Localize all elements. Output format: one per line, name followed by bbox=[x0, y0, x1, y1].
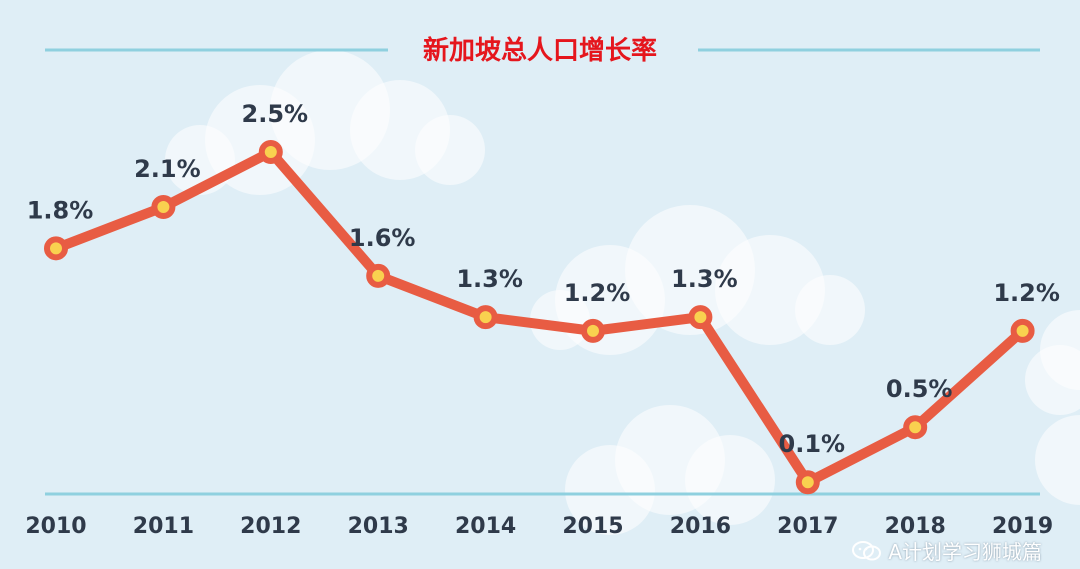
data-point-2014 bbox=[473, 305, 498, 330]
x-tick-label-2015: 2015 bbox=[562, 514, 623, 539]
x-tick-label-2019: 2019 bbox=[992, 514, 1053, 539]
cloud-4 bbox=[1025, 310, 1080, 415]
x-tick-label-2018: 2018 bbox=[885, 514, 946, 539]
data-point-2011 bbox=[151, 195, 176, 220]
chart-title: 新加坡总人口增长率 bbox=[423, 35, 657, 66]
data-labels-group: 1.8% 2.1% 2.5% 1.6% 1.3% 1.2% 1.3% 0.1% 0.5% 1.2% bbox=[27, 100, 1060, 458]
series-line bbox=[51, 147, 1028, 488]
x-tick-label-2012: 2012 bbox=[240, 514, 301, 539]
x-tick-label-2011: 2011 bbox=[133, 514, 194, 539]
data-label-2013: 1.6% bbox=[349, 224, 416, 252]
data-label-2016: 1.3% bbox=[671, 265, 738, 293]
data-label-2014: 1.3% bbox=[456, 265, 523, 293]
data-point-2018 bbox=[903, 415, 928, 440]
x-tick-label-2016: 2016 bbox=[670, 514, 731, 539]
x-tick-label-2010: 2010 bbox=[25, 514, 86, 539]
data-point-2017 bbox=[795, 470, 820, 495]
background-clouds bbox=[165, 50, 1080, 535]
data-point-2015 bbox=[581, 318, 605, 343]
data-point-2010 bbox=[44, 236, 68, 261]
data-label-2015: 1.2% bbox=[564, 279, 631, 307]
x-tick-label-2017: 2017 bbox=[777, 514, 838, 539]
x-tick-labels-group: 2010 2011 2012 2013 2014 2015 2016 2017 2018 2019 bbox=[25, 514, 1053, 539]
data-label-2018: 0.5% bbox=[886, 375, 953, 403]
cloud-5 bbox=[1035, 415, 1080, 505]
data-label-2012: 2.5% bbox=[242, 100, 309, 128]
data-point-2013 bbox=[366, 263, 391, 288]
cloud-3 bbox=[565, 405, 775, 535]
wechat-icon bbox=[852, 540, 882, 561]
x-tick-label-2013: 2013 bbox=[348, 514, 409, 539]
data-label-2017: 0.1% bbox=[779, 430, 846, 458]
data-point-2012 bbox=[258, 140, 283, 164]
data-point-2019 bbox=[1010, 318, 1035, 343]
cloud-1 bbox=[165, 50, 485, 195]
markers-group bbox=[44, 140, 1035, 495]
series-line-group bbox=[51, 147, 1028, 488]
data-label-2011: 2.1% bbox=[134, 155, 201, 183]
watermark-text: A计划学习狮城篇 bbox=[888, 540, 1042, 564]
watermark: A计划学习狮城篇 bbox=[852, 536, 1042, 565]
data-point-2016 bbox=[688, 305, 713, 330]
data-label-2010: 1.8% bbox=[27, 196, 94, 224]
x-tick-label-2014: 2014 bbox=[455, 514, 516, 539]
data-label-2019: 1.2% bbox=[993, 279, 1060, 307]
